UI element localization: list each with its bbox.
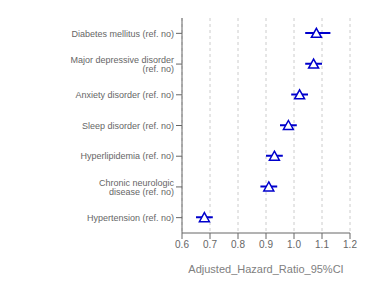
svg-text:Hyperlipidemia (ref. no): Hyperlipidemia (ref. no) (80, 151, 174, 161)
svg-text:Major depressive disorder(ref.: Major depressive disorder(ref. no) (70, 55, 174, 74)
svg-text:Hypertension (ref. no): Hypertension (ref. no) (87, 213, 174, 223)
svg-text:Chronic neurologicdisease (ref: Chronic neurologicdisease (ref. no) (99, 178, 175, 197)
svg-text:1.0: 1.0 (287, 239, 301, 250)
svg-text:Sleep disorder (ref. no): Sleep disorder (ref. no) (82, 121, 174, 131)
svg-text:1.1: 1.1 (315, 239, 329, 250)
svg-text:0.9: 0.9 (259, 239, 273, 250)
svg-text:Anxiety disorder (ref. no): Anxiety disorder (ref. no) (75, 90, 174, 100)
svg-text:0.8: 0.8 (231, 239, 245, 250)
svg-text:0.6: 0.6 (175, 239, 189, 250)
svg-text:Diabetes mellitus (ref. no): Diabetes mellitus (ref. no) (71, 29, 174, 39)
svg-text:Adjusted_Hazard_Ratio_95%CI: Adjusted_Hazard_Ratio_95%CI (188, 263, 343, 275)
svg-text:1.2: 1.2 (343, 239, 357, 250)
svg-text:0.7: 0.7 (203, 239, 217, 250)
